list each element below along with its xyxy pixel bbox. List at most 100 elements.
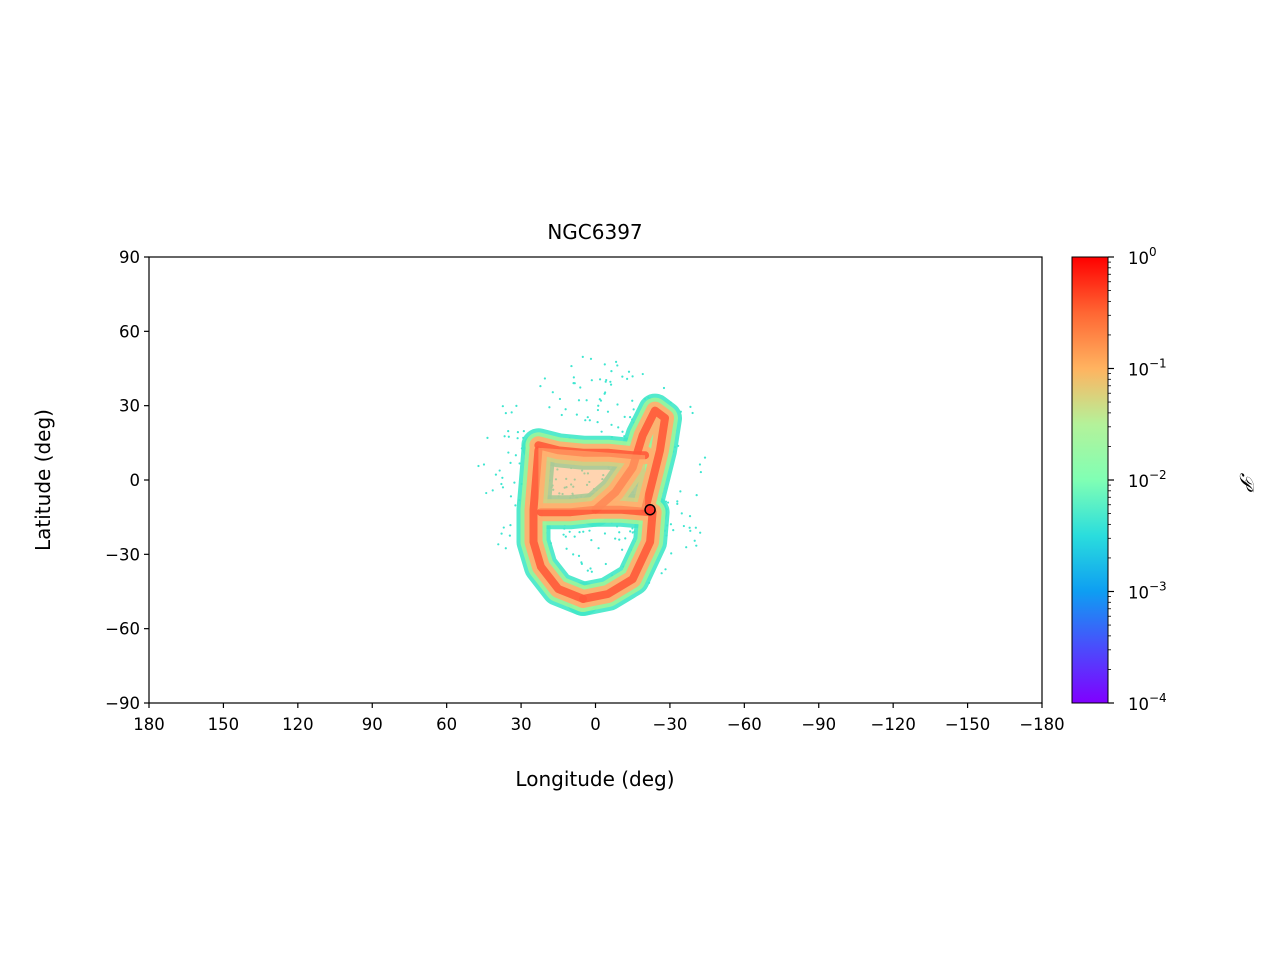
density-band bbox=[529, 446, 588, 603]
halo-point bbox=[575, 413, 578, 416]
halo-point bbox=[510, 411, 513, 414]
colorbar bbox=[1071, 256, 1109, 704]
halo-point bbox=[621, 548, 624, 551]
x-tick-label: −30 bbox=[653, 715, 688, 734]
halo-point bbox=[664, 568, 667, 571]
x-axis-label: Longitude (deg) bbox=[515, 767, 674, 791]
y-tick-label: 30 bbox=[119, 397, 140, 416]
halo-point bbox=[688, 526, 691, 529]
halo-point bbox=[516, 437, 519, 440]
y-axis-label: Latitude (deg) bbox=[31, 409, 55, 551]
halo-point bbox=[513, 481, 516, 484]
x-tick-label: −120 bbox=[871, 715, 916, 734]
halo-point bbox=[514, 454, 517, 457]
y-tick-label: −90 bbox=[105, 694, 140, 713]
x-tick-label: −150 bbox=[945, 715, 990, 734]
halo-point bbox=[597, 404, 600, 407]
colorbar-tick-label: 100 bbox=[1128, 245, 1157, 268]
halo-point bbox=[522, 430, 525, 433]
halo-point bbox=[579, 386, 582, 389]
halo-point bbox=[618, 538, 621, 541]
halo-point bbox=[703, 456, 707, 459]
halo-point bbox=[572, 553, 575, 556]
halo-point bbox=[558, 397, 562, 401]
x-tick-label: 150 bbox=[208, 715, 240, 734]
halo-point bbox=[599, 399, 603, 402]
colorbar-tick-label: 10−4 bbox=[1128, 691, 1167, 714]
x-tick-label: −180 bbox=[1019, 715, 1064, 734]
halo-point bbox=[501, 405, 504, 408]
halo-point bbox=[672, 529, 675, 532]
halo-point bbox=[590, 379, 593, 382]
halo-point bbox=[604, 391, 607, 394]
halo-point bbox=[507, 451, 510, 454]
halo-point bbox=[682, 524, 685, 528]
x-tick-label: 90 bbox=[362, 715, 383, 734]
y-tick-label: 0 bbox=[130, 471, 141, 490]
halo-point bbox=[596, 421, 599, 424]
halo-point bbox=[539, 385, 542, 388]
halo-point bbox=[509, 495, 513, 498]
halo-point bbox=[631, 375, 634, 378]
halo-point bbox=[504, 412, 507, 415]
halo-point bbox=[564, 408, 567, 411]
density-band bbox=[579, 508, 657, 603]
halo-point bbox=[482, 463, 486, 466]
halo-point bbox=[685, 546, 688, 549]
colorbar-ticks: 100 10−1 10−2 10−3 10−4 bbox=[1108, 245, 1167, 714]
halo-point bbox=[572, 382, 575, 385]
halo-point bbox=[560, 413, 563, 417]
halo-point bbox=[614, 360, 618, 363]
colorbar-label: 𝒫 bbox=[1235, 473, 1259, 493]
halo-point bbox=[507, 430, 510, 433]
halo-point bbox=[597, 547, 600, 550]
halo-point bbox=[543, 377, 546, 380]
x-tick-label: 120 bbox=[282, 715, 314, 734]
halo-point bbox=[586, 416, 589, 419]
halo-point bbox=[610, 423, 613, 426]
halo-point bbox=[699, 531, 702, 534]
halo-point bbox=[586, 569, 589, 572]
halo-point bbox=[624, 537, 627, 540]
halo-point bbox=[628, 416, 632, 419]
x-tick-label: −90 bbox=[801, 715, 836, 734]
halo-point bbox=[491, 489, 494, 492]
halo-point bbox=[662, 386, 666, 390]
halo-point bbox=[548, 406, 551, 409]
halo-point bbox=[516, 431, 520, 434]
halo-point bbox=[689, 405, 692, 408]
halo-point bbox=[621, 430, 624, 433]
halo-point bbox=[621, 375, 624, 378]
halo-point bbox=[616, 364, 619, 367]
halo-point bbox=[609, 380, 612, 383]
halo-point bbox=[498, 469, 501, 472]
halo-point bbox=[614, 537, 617, 540]
halo-point bbox=[500, 482, 503, 486]
halo-point bbox=[598, 378, 602, 381]
halo-point bbox=[632, 408, 635, 411]
halo-point bbox=[501, 476, 504, 479]
halo-point bbox=[580, 561, 583, 564]
y-tick-label: −30 bbox=[105, 545, 140, 564]
halo-point bbox=[626, 377, 629, 380]
halo-point bbox=[698, 463, 702, 466]
halo-point bbox=[497, 543, 500, 546]
halo-point bbox=[577, 399, 581, 402]
halo-point bbox=[693, 539, 696, 542]
halo-point bbox=[485, 491, 488, 495]
halo-point bbox=[627, 370, 631, 373]
halo-point bbox=[564, 535, 567, 538]
plot-area bbox=[477, 355, 707, 616]
halo-point bbox=[501, 486, 505, 489]
halo-point bbox=[695, 544, 698, 547]
halo-point bbox=[603, 532, 607, 535]
x-axis-ticks: 180 150 120 90 60 30 0 −30 −60 −90 −120 −150 −180 bbox=[133, 703, 1065, 734]
y-tick-label: −60 bbox=[105, 620, 140, 639]
y-tick-label: 60 bbox=[119, 322, 140, 341]
halo-point bbox=[562, 533, 565, 536]
halo-point bbox=[590, 539, 593, 542]
halo-point bbox=[508, 534, 511, 537]
halo-point bbox=[486, 436, 489, 439]
halo-point bbox=[694, 526, 697, 529]
